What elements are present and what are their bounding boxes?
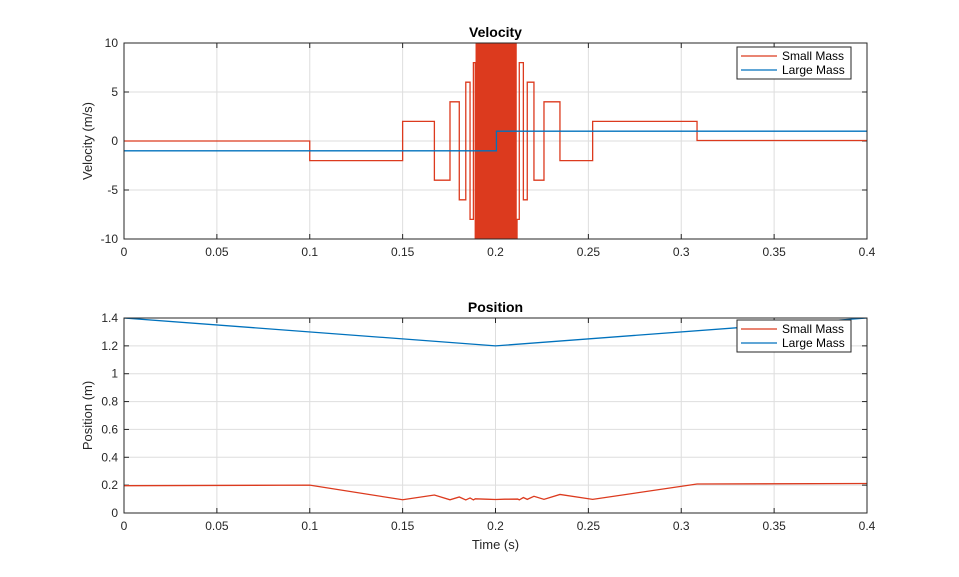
x-tick-label: 0.1	[301, 519, 318, 533]
velocity-axes: 0 0.05 0.1 0.15 0.2 0.25 0.3 0.35 0.4 -10 -5 0 5 10 Ve…	[80, 24, 876, 259]
chart-title: Position	[468, 299, 523, 315]
y-tick-label: 0.8	[101, 395, 118, 409]
x-tick-label: 0	[121, 245, 128, 259]
legend-box	[736, 319, 852, 353]
y-tick-label: 0.2	[101, 478, 118, 492]
x-tick-label: 0.35	[762, 245, 786, 259]
x-tick-label: 0.2	[487, 245, 504, 259]
y-tick-label: -5	[107, 183, 118, 197]
x-tick-label: 0	[121, 519, 128, 533]
x-tick-label: 0.15	[391, 245, 415, 259]
x-tick-label: 0.05	[205, 245, 229, 259]
y-tick-label: 0.6	[101, 422, 118, 436]
x-axis-label: Time (s)	[472, 537, 519, 552]
y-tick-label: 10	[105, 36, 119, 50]
y-axis-label: Velocity (m/s)	[80, 102, 95, 180]
small-mass-line	[124, 482, 867, 501]
chart-title: Velocity	[469, 24, 522, 40]
legend-entry: Large Mass	[782, 336, 845, 350]
x-tick-label: 0.3	[673, 245, 690, 259]
y-tick-label: 1.2	[101, 339, 118, 353]
position-axes: 0 0.05 0.1 0.15 0.2 0.25 0.3 0.35 0.4 0 0.2 0.4 0.6 0…	[80, 299, 876, 552]
y-tick-label: 0	[111, 134, 118, 148]
y-tick-label: 1	[111, 367, 118, 381]
x-tick-label: 0.4	[859, 519, 876, 533]
legend-entry: Small Mass	[782, 49, 844, 63]
large-mass-line	[124, 130, 867, 152]
x-tick-label: 0.35	[762, 519, 786, 533]
y-tick-label: 0	[111, 506, 118, 520]
x-tick-label: 0.1	[301, 245, 318, 259]
legend-entry: Small Mass	[782, 322, 844, 336]
x-tick-label: 0.05	[205, 519, 229, 533]
y-tick-label: 5	[111, 85, 118, 99]
x-tick-label: 0.25	[577, 519, 601, 533]
x-tick-label: 0.2	[487, 519, 504, 533]
legend-box	[736, 46, 852, 80]
y-tick-label: 0.4	[101, 450, 118, 464]
y-tick-label: 1.4	[101, 311, 118, 325]
x-tick-label: 0.25	[577, 245, 601, 259]
y-axis-label: Position (m)	[80, 381, 95, 450]
x-tick-label: 0.4	[859, 245, 876, 259]
axes-box	[123, 317, 868, 514]
x-tick-label: 0.3	[673, 519, 690, 533]
legend-entry: Large Mass	[782, 63, 845, 77]
axes-box	[123, 42, 868, 240]
y-tick-label: -10	[101, 232, 119, 246]
series-group	[124, 43, 867, 239]
x-tick-label: 0.15	[391, 519, 415, 533]
